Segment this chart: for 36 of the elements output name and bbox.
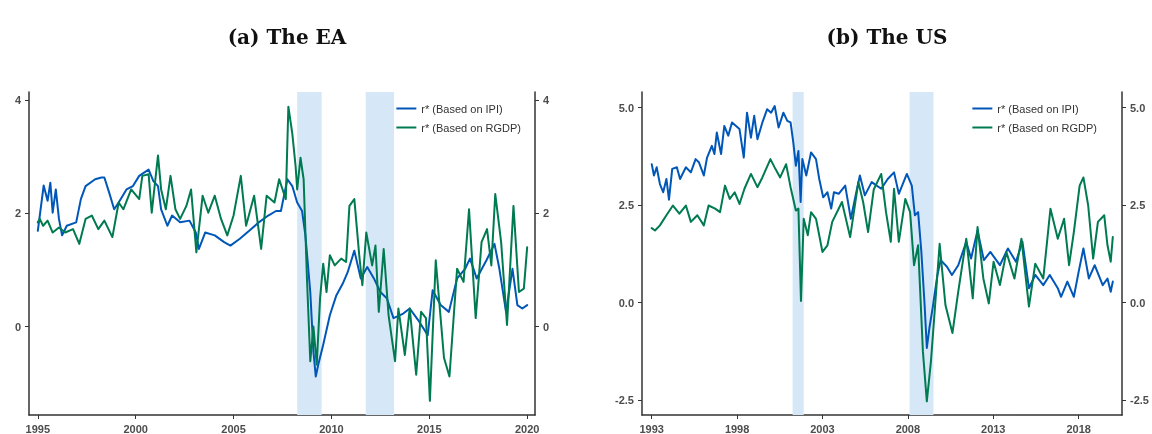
y2-tick-label: 4 bbox=[543, 93, 550, 106]
y2-tick-label: -2.5 bbox=[1130, 394, 1149, 407]
x-tick-label: 1998 bbox=[724, 422, 750, 434]
line-series bbox=[36, 168, 529, 378]
chart-title: (b) The US bbox=[826, 25, 948, 49]
line-series bbox=[36, 105, 529, 402]
y2-tick-label: 2 bbox=[543, 207, 550, 220]
x-tick-label: 2008 bbox=[895, 422, 921, 434]
legend-label: r* (Based on RGDP) bbox=[997, 121, 1098, 134]
x-tick-label: 2013 bbox=[981, 422, 1006, 434]
legend-label: r* (Based on IPI) bbox=[997, 102, 1079, 115]
y-tick-label: 2 bbox=[14, 207, 21, 220]
x-tick-label: 1993 bbox=[639, 422, 664, 434]
x-tick-label: 2005 bbox=[221, 422, 246, 434]
line-series bbox=[650, 105, 1114, 349]
x-tick-label: 2015 bbox=[417, 422, 442, 434]
legend-label: r* (Based on IPI) bbox=[421, 102, 503, 115]
x-tick-label: 2020 bbox=[514, 422, 540, 434]
y-tick-label: 0 bbox=[14, 320, 21, 333]
y-tick-label: 2.5 bbox=[618, 199, 634, 212]
legend-label: r* (Based on RGDP) bbox=[421, 121, 522, 134]
x-tick-label: 2000 bbox=[123, 422, 148, 434]
y-tick-label: -2.5 bbox=[615, 394, 634, 407]
chart-title: (a) The EA bbox=[227, 25, 347, 49]
y2-tick-label: 5.0 bbox=[1130, 101, 1146, 114]
y-tick-label: 0.0 bbox=[618, 296, 634, 309]
x-tick-label: 2018 bbox=[1066, 422, 1091, 434]
y-tick-label: 5.0 bbox=[618, 101, 634, 114]
x-tick-label: 2003 bbox=[810, 422, 835, 434]
x-tick-label: 1995 bbox=[25, 422, 51, 434]
y2-tick-label: 0.0 bbox=[1130, 296, 1146, 309]
y-tick-label: 4 bbox=[14, 93, 22, 106]
y2-tick-label: 2.5 bbox=[1130, 199, 1146, 212]
line-series bbox=[650, 158, 1114, 403]
x-tick-label: 2010 bbox=[319, 422, 344, 434]
y2-tick-label: 0 bbox=[543, 320, 550, 333]
